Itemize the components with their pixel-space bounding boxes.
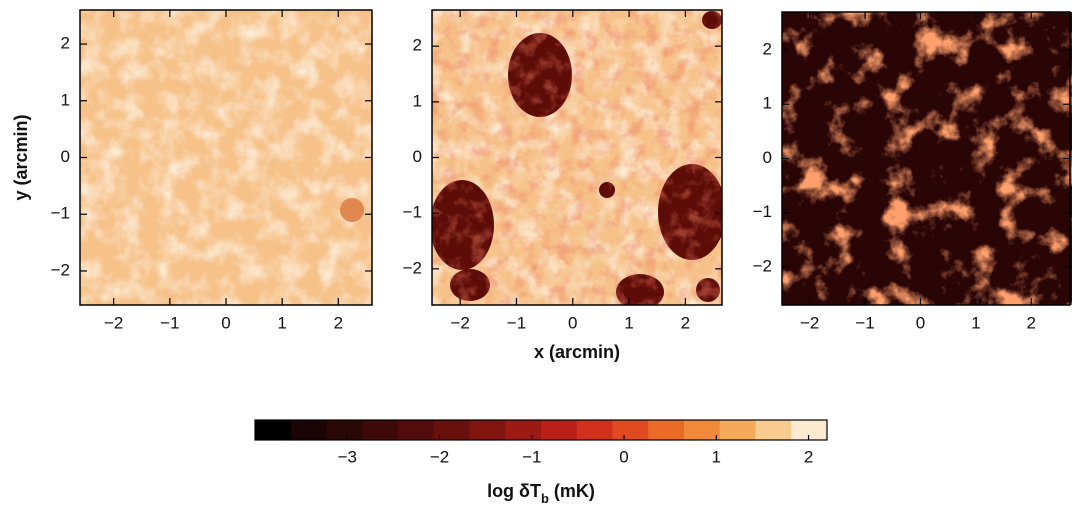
y-tick-label: −2 [403, 258, 422, 277]
y-tick-label: 1 [61, 90, 70, 109]
x-tick-label: −2 [450, 313, 469, 332]
colorbar-tick-label: 1 [712, 447, 721, 466]
x-tick-label: −2 [104, 313, 123, 332]
color-step [362, 420, 399, 440]
y-tick-label: 0 [413, 147, 422, 166]
x-tick-label: −1 [160, 313, 179, 332]
x-tick-label: 0 [221, 313, 230, 332]
x-tick-label: 2 [681, 313, 690, 332]
x-tick-label: −1 [507, 313, 526, 332]
color-step [398, 420, 435, 440]
colorbar-tick-label: −2 [430, 447, 449, 466]
color-step [576, 420, 613, 440]
panel-image [80, 10, 372, 305]
color-step [755, 420, 792, 440]
y-tick-label: 1 [763, 94, 772, 113]
y-axis-label: y (arcmin) [11, 114, 31, 200]
y-tick-label: −2 [753, 257, 772, 276]
x-tick-label: 0 [568, 313, 577, 332]
color-step [648, 420, 685, 440]
x-tick-label: 2 [334, 313, 343, 332]
colorbar-label-part: (mK) [549, 481, 595, 501]
colorbar-label: log δTb (mK) [487, 481, 595, 506]
color-step [469, 420, 506, 440]
colorbar-tick-label: −3 [338, 447, 357, 466]
color-step [541, 420, 578, 440]
y-tick-label: 1 [413, 91, 422, 110]
y-tick-label: 2 [61, 34, 70, 53]
panel-image [782, 12, 1072, 305]
colorbar-frame [254, 419, 828, 441]
y-tick-label: −1 [403, 203, 422, 222]
color-step [505, 420, 542, 440]
color-step [433, 420, 470, 440]
color-step [684, 420, 721, 440]
x-tick-label: 1 [624, 313, 633, 332]
colorbar-tick-label: −1 [522, 447, 541, 466]
y-tick-label: −1 [753, 202, 772, 221]
x-tick-label: 0 [916, 313, 925, 332]
color-step [326, 420, 363, 440]
color-step [255, 420, 292, 440]
color-step [719, 420, 756, 440]
x-tick-label: 2 [1026, 313, 1035, 332]
x-tick-label: −1 [855, 313, 874, 332]
color-step [290, 420, 327, 440]
y-tick-label: −1 [51, 204, 70, 223]
colorbar-tick-label: 0 [619, 447, 628, 466]
panel-image [432, 10, 722, 305]
x-tick-label: 1 [277, 313, 286, 332]
color-step [791, 420, 828, 440]
colorbar-label-part: b [541, 491, 549, 506]
y-tick-label: 2 [413, 36, 422, 55]
x-axis-label: x (arcmin) [534, 342, 620, 362]
colorbar-label-part: log δT [487, 481, 541, 501]
color-step [612, 420, 649, 440]
y-tick-label: 2 [763, 39, 772, 58]
y-tick-label: 0 [763, 148, 772, 167]
y-tick-label: 0 [61, 147, 70, 166]
x-tick-label: 1 [971, 313, 980, 332]
y-tick-label: −2 [51, 260, 70, 279]
colorbar-tick-label: 2 [804, 447, 813, 466]
x-tick-label: −2 [800, 313, 819, 332]
